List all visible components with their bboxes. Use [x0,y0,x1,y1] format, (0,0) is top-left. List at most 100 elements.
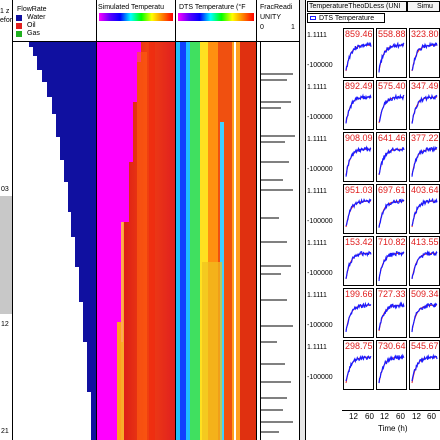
small-multiple-cell[interactable]: 298.75 [343,340,374,390]
cell-curve [345,93,372,124]
cell-value-label: 347.49 [411,81,439,91]
small-multiple-cell[interactable]: 403.64 [409,184,440,234]
cell-curve [378,93,405,124]
simulated-title: Simulated Temperatu [98,4,165,11]
dts-series-line [411,93,438,124]
x-tick-label: 60 [427,412,436,421]
flowrate-water-profile [29,42,96,440]
y-tick-label: 1.1111 [307,32,327,39]
cell-value-label: 413.55 [411,237,439,247]
track-divider [175,0,176,440]
dts-series-line [411,145,438,177]
cell-value-label: 298.75 [345,341,373,351]
simulated-series-line [378,96,404,124]
flowrate-title: FlowRate [17,6,47,13]
dts-header-divider [176,41,256,42]
x-axis-title: Time (h) [378,424,408,433]
simulated-series-line [378,304,404,332]
dts-series-line [345,301,372,332]
small-multiple-cell[interactable]: 908.09 [343,132,374,182]
small-multiple-cell[interactable]: 558.88 [376,28,407,78]
simulated-series-line [345,304,371,332]
cell-value-label: 730.64 [378,341,406,351]
cell-curve [411,145,438,177]
panel-separator [299,0,306,440]
legend-water-swatch [16,15,22,21]
small-multiple-cell[interactable]: 951.03 [343,184,374,234]
small-multiple-cell[interactable]: 153.42 [343,236,374,286]
cell-curve [411,249,438,280]
cell-curve [378,301,405,332]
y-tick-label: -100000 [307,114,333,121]
depth-track: 1 z efore 03 12 21 [0,0,16,440]
tab-label: Simu [417,3,433,10]
cell-value-label: 323.80 [411,29,439,39]
y-tick-label: 1.1111 [307,292,327,299]
dts-series-line [411,302,438,333]
small-multiple-cell[interactable]: 727.33 [376,288,407,338]
legend-oil-swatch [16,23,22,29]
fracread-unit: UNITY [260,14,281,21]
small-multiple-cell[interactable]: 323.80 [409,28,440,78]
cell-value-label: 641.46 [378,133,406,143]
small-multiple-cell[interactable]: 575.40 [376,80,407,130]
small-multiple-cell[interactable]: 413.55 [409,236,440,286]
dts-series-line [411,41,438,71]
depth-highlight-zone [0,196,12,314]
tab-temperature-theo[interactable]: TemperatureTheoDLess (UNI [307,1,407,12]
cell-value-label: 199.66 [345,289,373,299]
dts-series-line [378,251,405,281]
dts-series-line [345,93,372,124]
simulated-temperature-map [97,42,175,440]
cell-value-label: 377.22 [411,133,439,143]
legend-box: DTS Temperature [307,13,385,23]
legend-label: DTS Temperature [319,15,375,22]
track-divider [96,0,97,440]
small-multiple-cell[interactable]: 710.82 [376,236,407,286]
cell-curve [378,198,405,228]
small-multiple-cell[interactable]: 347.49 [409,80,440,130]
y-tick-label: -100000 [307,166,333,173]
small-multiple-cell[interactable]: 859.46 [343,28,374,78]
cell-curve [378,146,405,176]
fracread-scale-min: 0 [260,24,264,31]
legend-gas-label: Gas [27,30,40,37]
simulated-series-line [345,200,371,228]
track-divider [12,0,13,440]
y-tick-label: -100000 [307,218,333,225]
cell-value-label: 892.49 [345,81,373,91]
small-multiple-cell[interactable]: 730.64 [376,340,407,390]
dts-title: DTS Temperature (°F [179,4,246,11]
tab-simu[interactable]: Simu [407,1,440,12]
cell-value-label: 727.33 [378,289,406,299]
cell-curve [345,197,372,228]
cell-value-label: 697.61 [378,185,406,195]
small-multiple-cell[interactable]: 377.22 [409,132,440,182]
dts-series-line [345,354,372,382]
dts-series-line [345,145,372,177]
cell-value-label: 951.03 [345,185,373,195]
small-multiple-cell[interactable]: 199.66 [343,288,374,338]
x-tick-label: 60 [396,412,405,421]
flowrate-track: FlowRate Water Oil Gas [13,0,96,440]
y-tick-label: 1.1111 [307,240,327,247]
x-tick-label: 12 [349,412,358,421]
fracread-track: FracReadi UNITY 0 1 [257,0,299,440]
dts-series-line [378,41,405,73]
small-multiple-cell[interactable]: 892.49 [343,80,374,130]
small-multiple-cell[interactable]: 697.61 [376,184,407,234]
x-tick-label: 12 [380,412,389,421]
cell-value-label: 558.88 [378,29,406,39]
depth-tick-label: 12 [1,321,9,328]
simulated-track: Simulated Temperatu [97,0,175,440]
cell-curve [411,41,438,72]
y-tick-label: -100000 [307,374,333,381]
cell-value-label: 575.40 [378,81,406,91]
cell-value-label: 908.09 [345,133,373,143]
simulated-header-divider [97,41,175,42]
small-multiple-cell[interactable]: 509.34 [409,288,440,338]
small-multiple-cell[interactable]: 545.67 [409,340,440,390]
depth-tick-label: 03 [1,186,9,193]
tab-label: TemperatureTheoDLess (UNI [309,3,401,10]
small-multiple-cell[interactable]: 641.46 [376,132,407,182]
